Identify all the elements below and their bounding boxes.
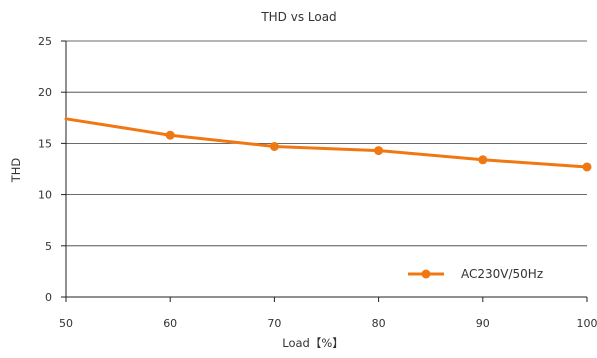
y-ticks: 0 5 10 15 20 25: [38, 35, 66, 304]
gridlines: [66, 40, 587, 247]
x-tick-label: 70: [267, 317, 281, 330]
y-tick-label: 15: [38, 137, 52, 150]
x-tick-label: 80: [372, 317, 386, 330]
y-tick-label: 0: [45, 291, 52, 304]
y-tick-label: 5: [45, 240, 52, 253]
x-ticks: 50 60 70 80 90 100: [59, 297, 597, 330]
legend-label: AC230V/50Hz: [461, 267, 543, 281]
data-point: [478, 155, 488, 165]
x-axis-label: Load【%】: [282, 336, 344, 350]
chart-title: THD vs Load: [260, 10, 336, 24]
data-point: [374, 146, 384, 156]
y-tick-label: 20: [38, 86, 52, 99]
series-layer: [64, 117, 592, 172]
x-tick-label: 50: [59, 317, 73, 330]
data-point: [165, 130, 175, 140]
data-point: [582, 162, 592, 172]
series-line: [64, 117, 589, 169]
x-tick-label: 60: [163, 317, 177, 330]
y-axis-label: THD: [9, 158, 23, 184]
data-point: [269, 141, 279, 151]
x-tick-label: 100: [577, 317, 597, 330]
y-tick-label: 25: [38, 35, 52, 48]
legend-marker: [421, 269, 431, 279]
y-tick-label: 10: [38, 189, 52, 202]
legend: AC230V/50Hz: [408, 267, 543, 281]
axes: [65, 41, 587, 298]
x-tick-label: 90: [476, 317, 490, 330]
